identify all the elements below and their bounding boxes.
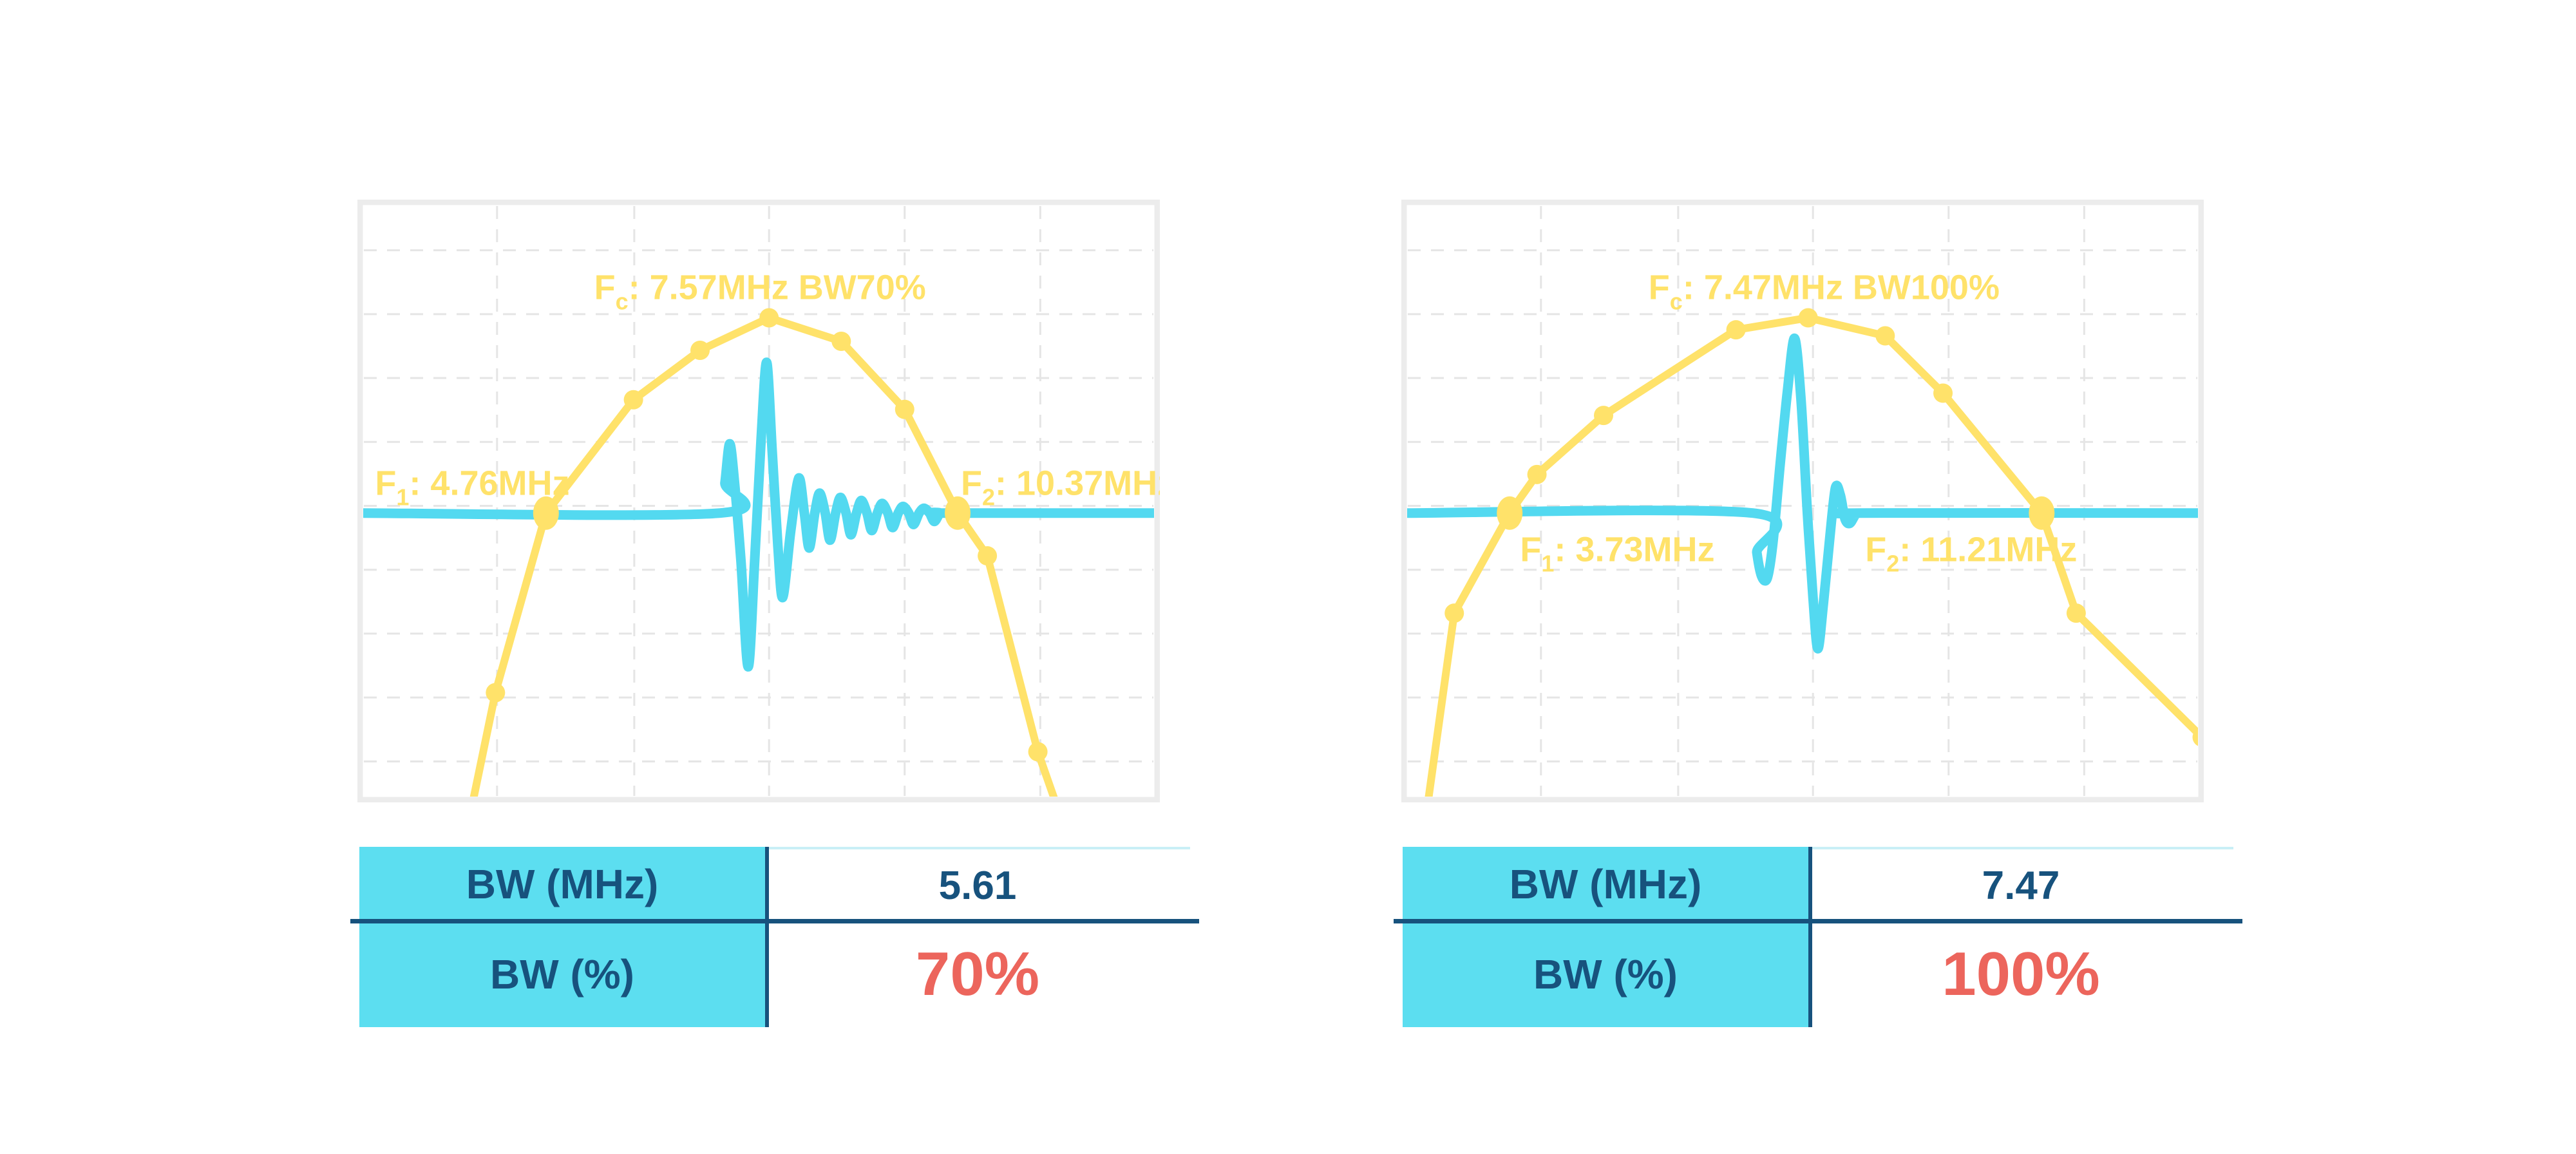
spectrum-chart-bw100: Fc: 7.47MHz BW100% F1: 3.73MHz F2: 11.21… xyxy=(1401,200,2204,802)
spectrum-marker xyxy=(2066,603,2086,623)
spectrum-chart-bw70: Fc: 7.57MHz BW70% F1: 4.76MHz F2: 10.37M… xyxy=(357,200,1160,802)
table-divider-vertical xyxy=(765,847,769,1027)
table-row: BW (MHz) 7.47 xyxy=(1403,847,2233,922)
bandwidth-edge-marker xyxy=(533,496,559,530)
bw-pct-value: 70% xyxy=(765,922,1190,1027)
pulse-waveform xyxy=(1407,333,2198,654)
spectrum-marker xyxy=(831,331,851,351)
table-row: BW (MHz) 5.61 xyxy=(359,847,1190,922)
plot-frame xyxy=(1401,200,2204,802)
spectrum-marker xyxy=(1798,308,1818,328)
pulse-waveform xyxy=(363,357,1154,672)
bw-pct-label: BW (%) xyxy=(1403,922,1808,1027)
table-divider-horizontal xyxy=(1394,919,2242,923)
bw-table-left: BW (MHz) 5.61 BW (%) 70% xyxy=(350,847,1199,1027)
spectrum-marker xyxy=(1593,406,1613,426)
spectrum-marker xyxy=(690,341,710,360)
bw-mhz-value: 5.61 xyxy=(765,847,1190,922)
annotation-f1: F1: 4.76MHz xyxy=(375,464,569,511)
spectrum-marker xyxy=(895,399,914,419)
spectrum-curve xyxy=(1425,314,2198,797)
markers xyxy=(486,308,1048,762)
spectrum-marker xyxy=(759,308,779,328)
bw-mhz-value: 7.47 xyxy=(1808,847,2233,922)
markers xyxy=(1444,308,2198,746)
table-divider-horizontal xyxy=(350,919,1199,923)
table-divider-vertical xyxy=(1808,847,1812,1027)
bw-pct-value: 100% xyxy=(1808,922,2233,1027)
spectrum-marker xyxy=(1726,320,1746,340)
annotation-f1: F1: 3.73MHz xyxy=(1520,531,1714,577)
spectrum-marker xyxy=(486,683,506,703)
table-row: BW (%) 100% xyxy=(1403,922,2233,1027)
bw-mhz-label: BW (MHz) xyxy=(1403,847,1808,922)
spectrum-marker xyxy=(1444,603,1464,623)
spectrum-marker xyxy=(1527,464,1547,484)
annotation-fc: Fc: 7.47MHz BW100% xyxy=(1649,268,2000,314)
spectrum-marker xyxy=(978,546,998,566)
bw-pct-label: BW (%) xyxy=(359,922,765,1027)
spectrum-marker xyxy=(2192,728,2198,746)
bandwidth-edge-marker xyxy=(2029,496,2055,530)
bandwidth-edge-marker xyxy=(945,496,971,530)
annotation-fc: Fc: 7.57MHz BW70% xyxy=(594,268,926,314)
spectrum-marker xyxy=(1875,326,1895,346)
bw-table-right: BW (MHz) 7.47 BW (%) 100% xyxy=(1394,847,2242,1027)
bw-mhz-label: BW (MHz) xyxy=(359,847,765,922)
annotation-f2: F2: 11.21MHz xyxy=(1865,531,2077,577)
spectrum-marker xyxy=(623,390,643,410)
table-row: BW (%) 70% xyxy=(359,922,1190,1027)
spectrum-marker xyxy=(1933,383,1953,403)
annotation-f2: F2: 10.37MHz xyxy=(961,464,1160,511)
plot-frame xyxy=(357,200,1160,802)
spectrum-curve xyxy=(469,314,1058,797)
bandwidth-edge-marker xyxy=(1497,496,1523,530)
spectrum-marker xyxy=(1028,742,1048,762)
